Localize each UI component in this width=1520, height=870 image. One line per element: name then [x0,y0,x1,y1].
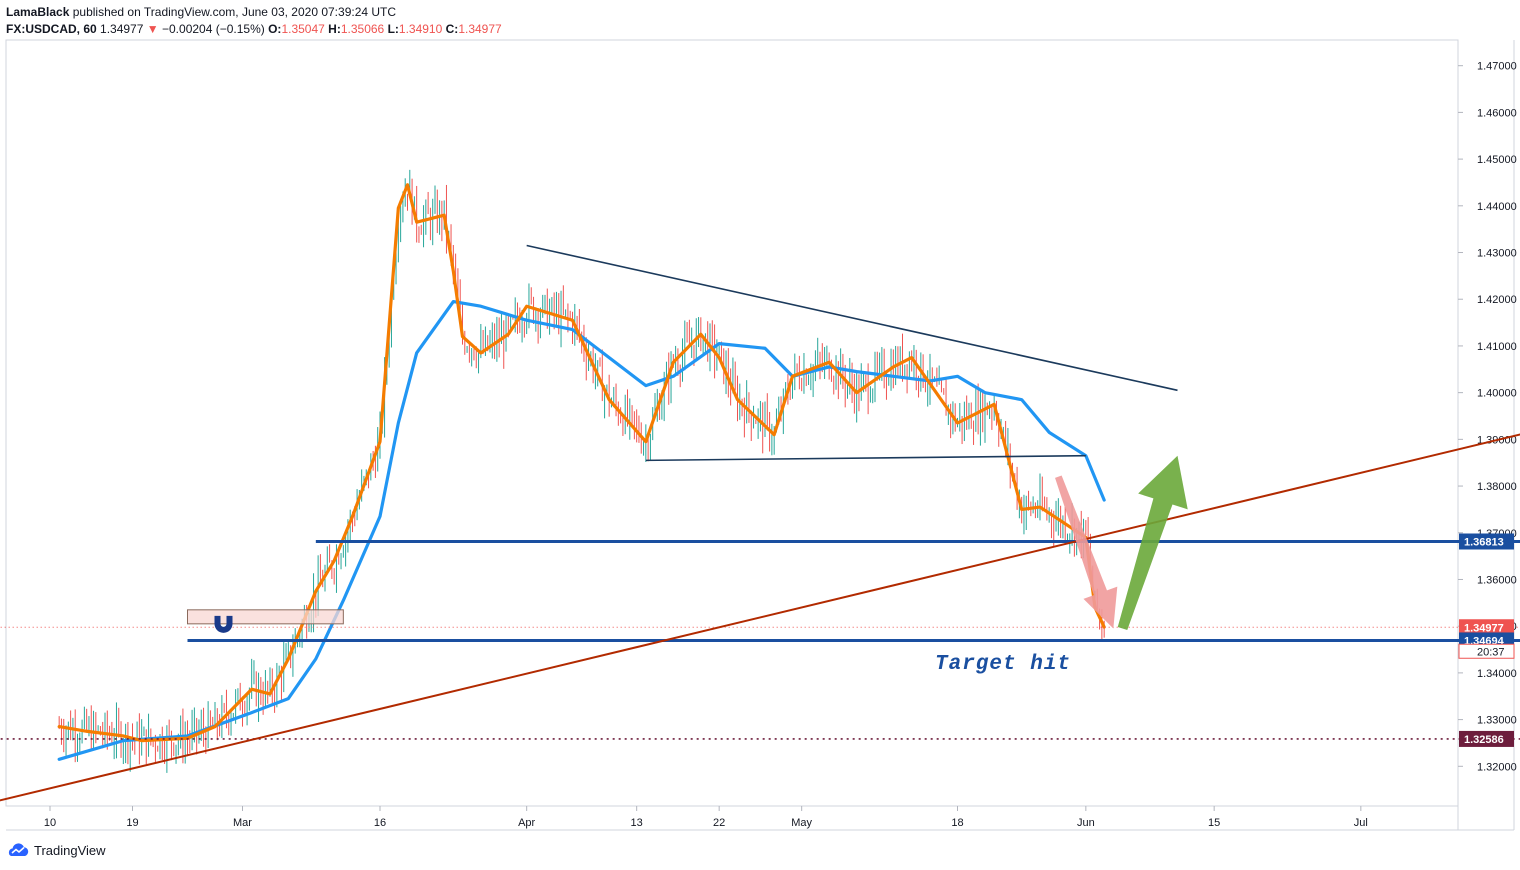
change-arrow-icon: ▼ [146,22,159,36]
price-tick-label: 1.34000 [1477,668,1517,680]
tradingview-brand: TradingView [34,842,106,858]
time-tick-label: 15 [1208,817,1220,829]
plot-area [5,39,1459,807]
time-tick-label: Mar [233,817,252,829]
time-tick-label: Apr [518,817,535,829]
author-name[interactable]: LamaBlack [6,5,70,19]
rising-trendline[interactable] [0,407,1520,806]
price-tick-label: 1.36000 [1477,574,1517,586]
low-label: L: [387,22,399,36]
price-label-box [1459,730,1514,747]
publish-line: LamaBlack published on TradingView.com, … [6,4,502,21]
price-tick-label: 1.32000 [1477,761,1517,773]
time-tick-label: May [791,817,812,829]
time-tick-label: 19 [126,817,138,829]
tradingview-footer[interactable]: TradingView [6,842,106,858]
price-tick-label: 1.46000 [1477,107,1517,119]
fast-moving-average-line[interactable] [57,183,1106,743]
low-value: 1.34910 [398,22,443,36]
close-value: 1.34977 [458,22,502,36]
open-label: O: [268,22,282,36]
price-tick-label: 1.47000 [1477,61,1517,73]
tradingview-cloud-icon [8,843,29,856]
price-tick-label: 1.42000 [1477,294,1517,306]
price-tick-label: 1.40000 [1477,388,1517,400]
time-tick-label: 18 [951,817,963,829]
triangle-base-line[interactable] [645,454,1086,462]
price-tick-label: 1.45000 [1477,154,1517,166]
price-tick-label: 1.41000 [1477,341,1517,353]
time-tick-label: Jun [1077,817,1095,829]
bearish-arrow[interactable] [1055,475,1118,629]
bullish-arrow[interactable] [1117,455,1188,631]
price-label-text: 1.34977 [1464,622,1504,634]
high-value: 1.35066 [340,22,385,36]
time-tick-label: 16 [374,817,386,829]
descending-trendline[interactable] [526,244,1178,392]
time-tick-label: 13 [631,817,643,829]
magnet-icon [214,615,233,633]
price-label-text: 1.32586 [1464,734,1504,746]
countdown-timer: 20:37 [1477,646,1505,658]
price-label-text: 1.36813 [1464,536,1504,548]
symbol-label: FX:USDCAD, 60 [6,22,97,36]
target-hit-label: Target hit [935,653,1071,676]
time-tick-label: Jul [1354,817,1368,829]
price-tick-label: 1.33000 [1477,715,1517,727]
price-label-box [1459,619,1514,636]
publish-info: published on TradingView.com, June 03, 2… [72,5,397,19]
high-label: H: [328,22,341,36]
open-value: 1.35047 [281,22,325,36]
demand-zone-box[interactable] [187,609,344,625]
change-value: −0.00204 (−0.15%) [162,22,265,36]
countdown-box [1458,643,1515,659]
time-tick-label: 22 [713,817,725,829]
time-tick-label: 10 [44,817,56,829]
price-label-box [1459,533,1514,550]
slow-moving-average-line[interactable] [57,299,1106,761]
price-tick-label: 1.43000 [1477,248,1517,260]
price-tick-label: 1.44000 [1477,201,1517,213]
close-label: C: [445,22,459,36]
ohlc-line: FX:USDCAD, 60 1.34977 ▼ −0.00204 (−0.15%… [6,21,502,38]
chart-header: LamaBlack published on TradingView.com, … [6,4,502,38]
last-price: 1.34977 [100,22,144,36]
price-tick-label: 1.38000 [1477,481,1517,493]
